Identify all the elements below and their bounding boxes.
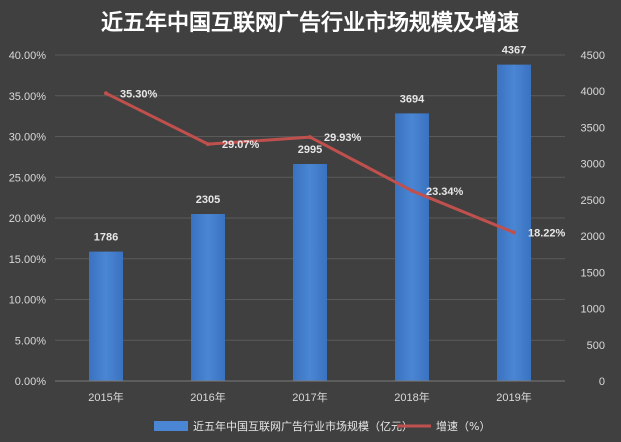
line-point xyxy=(206,142,210,147)
line-series xyxy=(104,91,516,235)
bar-data-label: 3694 xyxy=(400,93,425,105)
bar-data-label: 1786 xyxy=(94,232,118,244)
bar-data-label: 4367 xyxy=(502,45,526,57)
y-right-tick-label: 2500 xyxy=(581,195,605,207)
y-right-tick-label: 4500 xyxy=(581,50,605,62)
y-left-tick-label: 40.00% xyxy=(9,50,47,62)
y-left-tick-label: 10.00% xyxy=(9,295,47,307)
x-tick-label: 2015年 xyxy=(88,390,123,404)
y-right-tick-label: 1500 xyxy=(581,267,605,279)
y-right-tick-label: 500 xyxy=(587,340,605,352)
y-left-tick-label: 35.00% xyxy=(9,91,47,103)
line-data-label: 29.93% xyxy=(324,132,362,144)
line-data-label: 35.30% xyxy=(120,88,158,100)
y-right-tick-label: 0 xyxy=(599,376,605,388)
y-left-tick-label: 0.00% xyxy=(15,376,46,388)
y-left-tick-label: 20.00% xyxy=(9,213,47,225)
bar xyxy=(395,113,429,381)
x-tick-label: 2016年 xyxy=(190,390,225,404)
line-point xyxy=(104,91,108,96)
chart-title: 近五年中国互联网广告行业市场规模及增速 xyxy=(101,10,519,36)
x-tick-label: 2019年 xyxy=(496,390,531,404)
bar xyxy=(293,164,327,381)
axes: 0.00% 5.00% 10.00% 15.00% 20.00% 25.00% 30.00%… xyxy=(9,50,605,404)
line-data-label: 29.07% xyxy=(222,139,260,151)
y-left-tick-label: 25.00% xyxy=(9,172,47,184)
bar-series xyxy=(89,64,531,382)
bar xyxy=(497,64,531,382)
y-right-tick-label: 4000 xyxy=(581,86,605,98)
y-right-tick-label: 2000 xyxy=(581,231,605,243)
x-tick-label: 2017年 xyxy=(292,390,327,404)
y-left-tick-label: 30.00% xyxy=(9,132,47,144)
line-point xyxy=(308,135,312,140)
bar xyxy=(191,214,225,381)
legend-line-label: 增速（%） xyxy=(436,419,490,433)
y-right-tick-label: 1000 xyxy=(581,304,605,316)
x-tick-label: 2018年 xyxy=(394,390,429,404)
bar-data-label: 2995 xyxy=(298,144,322,156)
y-left-tick-label: 5.00% xyxy=(15,335,46,347)
line-point xyxy=(410,188,414,193)
bar xyxy=(89,251,123,381)
y-left-tick-label: 15.00% xyxy=(9,254,47,266)
data-labels: 1786 2305 2995 3694 4367 35.30% 29.07% 29.93% 23… xyxy=(94,45,566,244)
legend: 近五年中国互联网广告行业市场规模（亿元） 增速（%） xyxy=(154,419,490,433)
line-data-label: 18.22% xyxy=(528,228,566,240)
y-right-tick-label: 3500 xyxy=(581,122,605,134)
legend-bar-label: 近五年中国互联网广告行业市场规模（亿元） xyxy=(193,419,413,433)
legend-bar-swatch xyxy=(154,421,188,431)
line-data-label: 23.34% xyxy=(426,186,464,198)
line-point xyxy=(512,230,516,235)
bar-data-label: 2305 xyxy=(196,194,220,206)
y-right-tick-label: 3000 xyxy=(581,159,605,171)
